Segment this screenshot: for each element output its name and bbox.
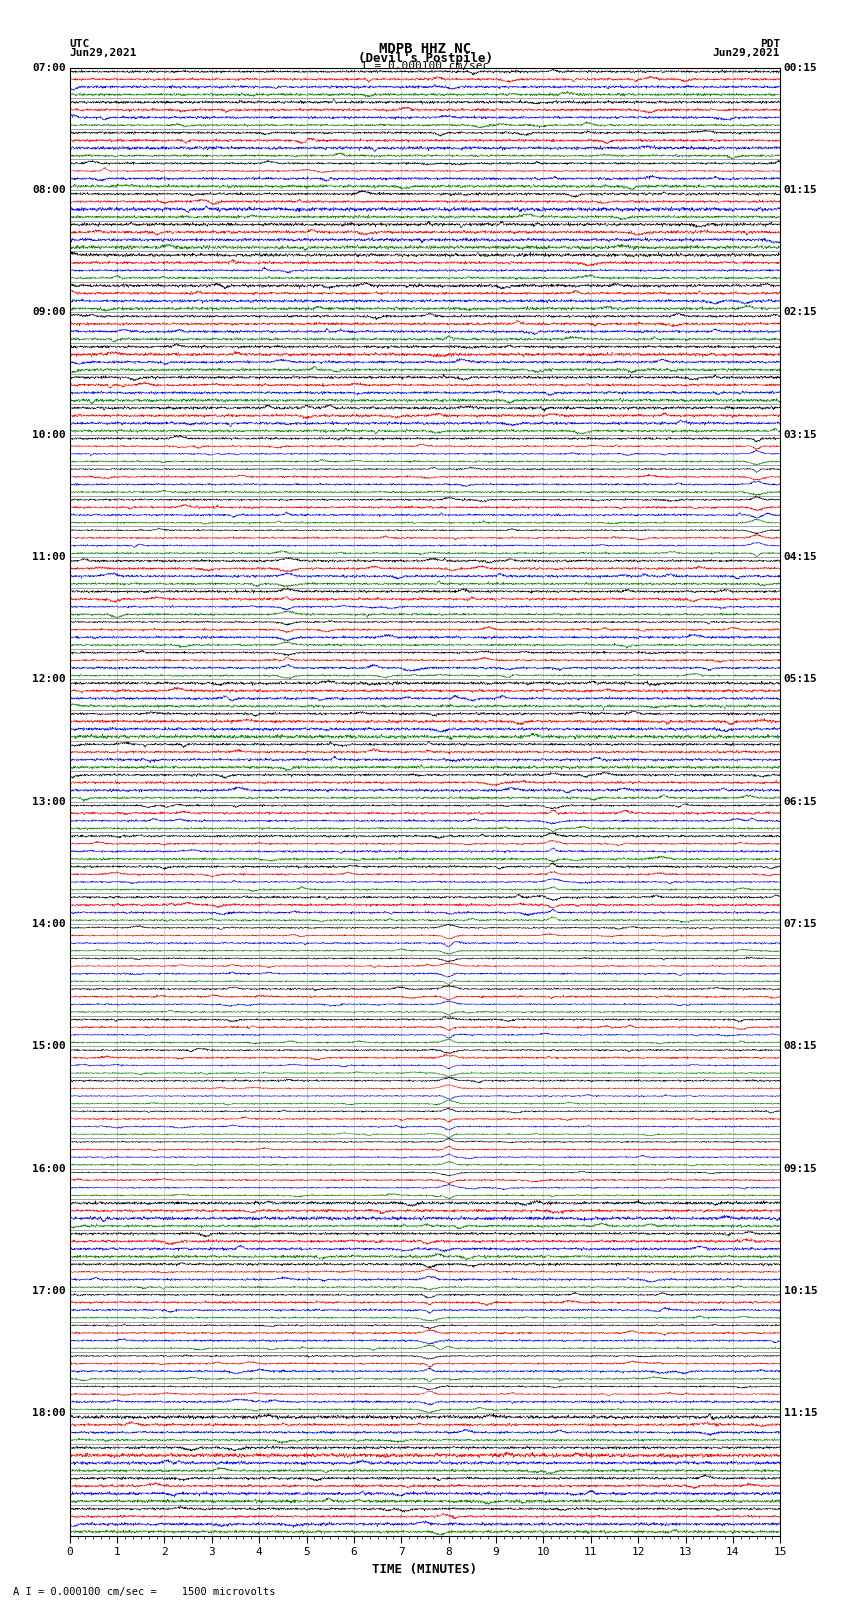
Text: 13:00: 13:00 [32,797,66,806]
Text: 07:00: 07:00 [32,63,66,73]
Text: 07:15: 07:15 [784,919,818,929]
Text: PDT: PDT [760,39,780,48]
Text: 18:00: 18:00 [32,1408,66,1418]
Text: 14:00: 14:00 [32,919,66,929]
Text: Jun29,2021: Jun29,2021 [70,48,137,58]
Text: 04:15: 04:15 [784,552,818,561]
Text: 06:15: 06:15 [784,797,818,806]
Text: 09:15: 09:15 [784,1163,818,1174]
Text: 08:00: 08:00 [32,185,66,195]
Text: 17:00: 17:00 [32,1286,66,1295]
Text: 05:15: 05:15 [784,674,818,684]
Text: 01:15: 01:15 [784,185,818,195]
X-axis label: TIME (MINUTES): TIME (MINUTES) [372,1563,478,1576]
Text: 16:00: 16:00 [32,1163,66,1174]
Text: 12:00: 12:00 [32,674,66,684]
Text: 11:15: 11:15 [784,1408,818,1418]
Text: MDPB HHZ NC: MDPB HHZ NC [379,42,471,56]
Text: 09:00: 09:00 [32,308,66,318]
Text: (Devil's Postpile): (Devil's Postpile) [358,52,492,65]
Text: 10:00: 10:00 [32,429,66,440]
Text: 11:00: 11:00 [32,552,66,561]
Text: I = 0.000100 cm/sec: I = 0.000100 cm/sec [361,61,489,71]
Text: 08:15: 08:15 [784,1042,818,1052]
Text: UTC: UTC [70,39,90,48]
Text: Jun29,2021: Jun29,2021 [713,48,780,58]
Text: 15:00: 15:00 [32,1042,66,1052]
Text: 03:15: 03:15 [784,429,818,440]
Text: A I = 0.000100 cm/sec =    1500 microvolts: A I = 0.000100 cm/sec = 1500 microvolts [13,1587,275,1597]
Text: 02:15: 02:15 [784,308,818,318]
Text: 10:15: 10:15 [784,1286,818,1295]
Text: 00:15: 00:15 [784,63,818,73]
